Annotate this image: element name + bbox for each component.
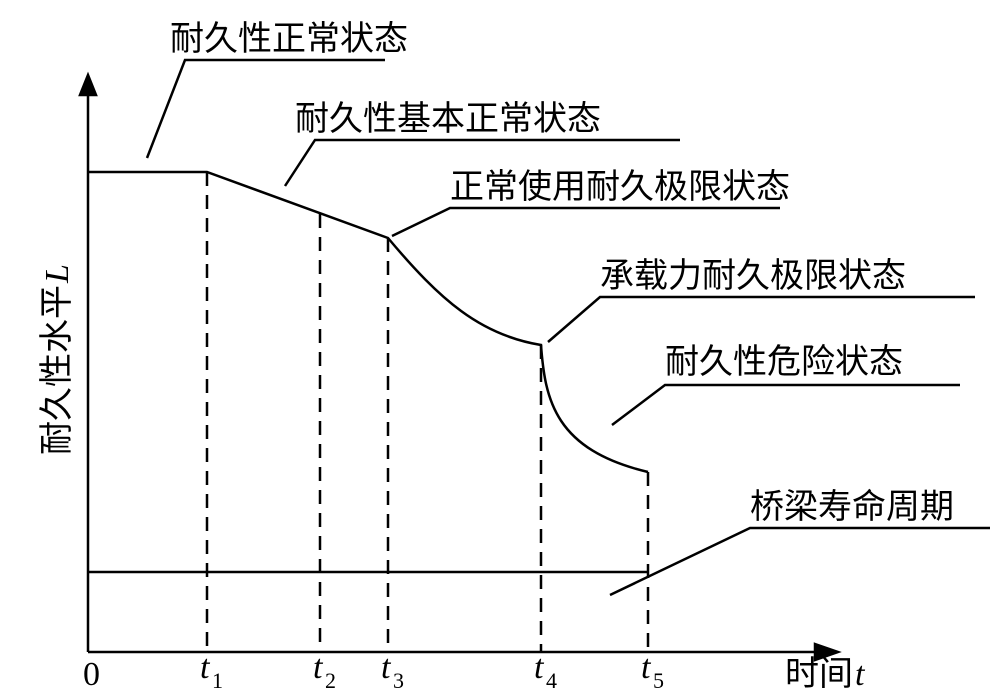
leader — [145, 58, 385, 159]
tick-sub: 4 — [546, 668, 557, 691]
tick-main: t — [534, 649, 545, 686]
x-label-text: 时间 — [785, 654, 853, 691]
leader — [609, 526, 990, 597]
tick-sub: 5 — [653, 668, 664, 691]
state-label: 承载力耐久极限状态 — [600, 256, 906, 296]
state-label: 耐久性危险状态 — [665, 342, 903, 382]
tick-main: t — [641, 649, 652, 686]
durability-curve — [88, 170, 649, 474]
tick-sub: 3 — [393, 668, 404, 691]
origin-label: 0 — [83, 656, 100, 691]
y-arrow — [78, 71, 98, 97]
tick-main: t — [313, 649, 324, 686]
y-label-text: 耐久性水平 — [37, 285, 77, 455]
leader — [391, 206, 780, 238]
leader — [547, 295, 975, 343]
state-label: 桥梁寿命周期 — [750, 487, 954, 527]
x-arrow — [813, 642, 842, 662]
tick-main: t — [381, 649, 392, 686]
state-label: 正常使用耐久极限状态 — [450, 167, 790, 207]
tick-sub: 1 — [212, 668, 223, 691]
x-label-symbol: t — [855, 656, 866, 691]
state-label: 耐久性基本正常状态 — [295, 99, 601, 139]
state-label: 耐久性正常状态 — [170, 19, 408, 59]
tick-sub: 2 — [325, 668, 336, 691]
tick-main: t — [200, 649, 211, 686]
y-label-symbol: L — [39, 264, 76, 284]
leader — [611, 383, 960, 426]
y-label: 耐久性水平 L — [37, 264, 77, 455]
leader — [283, 138, 680, 187]
